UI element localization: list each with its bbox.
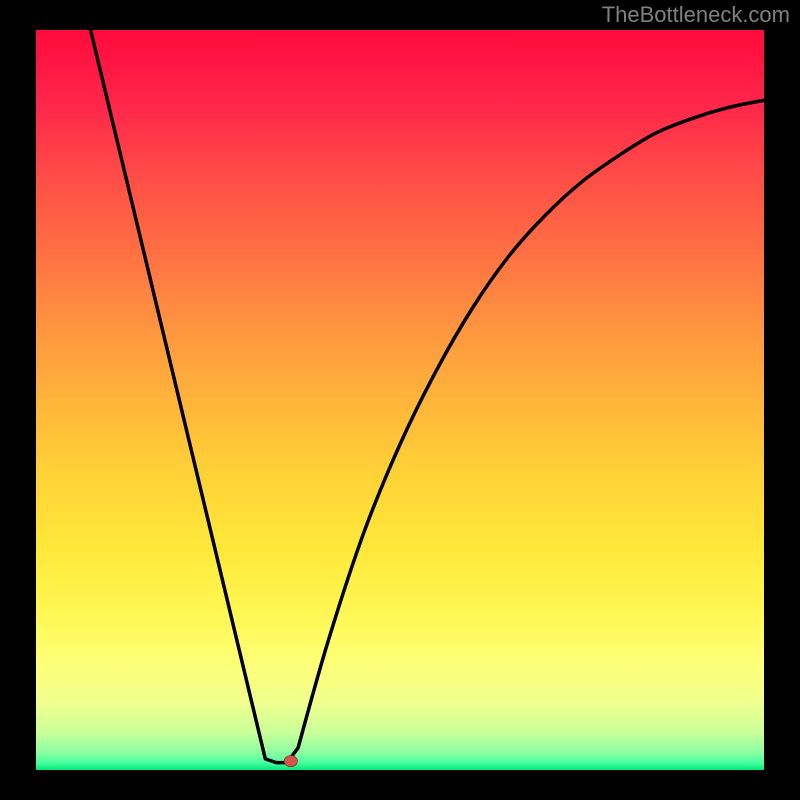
optimum-marker (284, 756, 297, 767)
chart-container: TheBottleneck.com (0, 0, 800, 800)
bottleneck-chart (36, 30, 764, 770)
gradient-background (36, 30, 764, 770)
watermark-text: TheBottleneck.com (602, 2, 790, 28)
